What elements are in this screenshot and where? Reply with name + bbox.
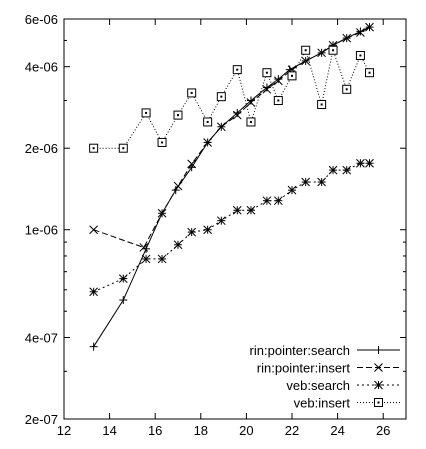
legend-label: veb:insert (294, 396, 351, 411)
x-tick-label: 24 (330, 423, 344, 438)
data-point-square (273, 96, 283, 106)
data-point-star (317, 177, 326, 187)
y-tick-label: 4e-07 (25, 330, 58, 345)
data-point-star (356, 158, 365, 168)
data-point-x (203, 138, 212, 147)
data-point-square (118, 143, 128, 153)
data-point-star (203, 225, 212, 235)
data-point-star (89, 287, 98, 297)
data-point-x (317, 48, 326, 58)
data-point-square (287, 71, 297, 81)
series-line (93, 48, 370, 149)
data-point-x (374, 363, 383, 372)
data-point-x (173, 181, 183, 191)
data-point-square (246, 117, 256, 127)
series-rin-pointer-insert (89, 22, 374, 252)
data-point-plus (262, 83, 271, 92)
data-point-star (157, 254, 167, 264)
data-point-x (232, 110, 242, 120)
legend-label: rin:pointer:insert (257, 361, 351, 376)
data-point-square (203, 117, 213, 127)
series-line (93, 26, 370, 249)
data-point-star (262, 196, 272, 206)
series-line (93, 26, 370, 347)
data-point-x (139, 243, 149, 252)
data-point-plus (142, 244, 151, 253)
plot-frame (63, 18, 407, 420)
data-point-square (365, 68, 375, 78)
x-tick-label: 18 (194, 423, 208, 438)
data-point-square (262, 68, 272, 78)
data-point-x (187, 159, 197, 169)
legend-entry: veb:insert (294, 396, 400, 411)
data-point-x (356, 28, 365, 37)
data-point-star (374, 380, 383, 390)
data-point-square (89, 143, 99, 153)
y-tick-label: 2e-07 (25, 412, 58, 427)
data-point-star (287, 185, 297, 195)
data-point-star (342, 165, 352, 175)
data-point-square (374, 398, 383, 407)
legend-entry: rin:pointer:insert (257, 361, 400, 376)
data-point-square (355, 50, 365, 60)
data-point-square (328, 45, 338, 55)
data-point-x (262, 84, 272, 94)
data-point-square (232, 65, 242, 75)
data-point-star (246, 205, 256, 215)
data-point-square (301, 45, 311, 55)
data-point-star (141, 254, 151, 264)
legend-label: rin:pointer:search (250, 343, 350, 358)
legend-entry: rin:pointer:search (250, 343, 400, 358)
y-tick-label: 6e-06 (25, 12, 58, 27)
data-point-x (157, 208, 167, 218)
x-tick-label: 20 (239, 423, 253, 438)
data-point-star (365, 158, 374, 168)
data-point-star (328, 165, 338, 175)
y-tick-label: 1e-06 (25, 223, 58, 238)
data-point-x (246, 98, 256, 107)
data-point-x (216, 122, 226, 132)
x-tick-label: 14 (102, 423, 116, 438)
series-line (93, 162, 370, 293)
data-point-square (342, 84, 352, 94)
data-point-x (89, 225, 98, 235)
legend-label: veb:search (286, 378, 350, 393)
x-tick-label: 22 (285, 423, 299, 438)
data-point-plus (89, 342, 98, 351)
x-tick-label: 12 (57, 423, 71, 438)
data-point-star (301, 177, 311, 187)
y-tick-label: 2e-06 (25, 141, 58, 156)
data-point-square (317, 100, 327, 110)
data-point-star (232, 205, 242, 215)
y-tick-label: 4e-06 (25, 60, 58, 75)
legend-entry: veb:search (286, 378, 400, 393)
data-point-star (216, 216, 226, 226)
data-point-square (187, 88, 197, 98)
data-point-x (301, 56, 311, 66)
series-rin-pointer-search (89, 23, 374, 351)
data-point-square (157, 137, 167, 147)
data-point-x (342, 33, 352, 43)
data-point-square (216, 92, 226, 102)
data-point-star (187, 227, 197, 237)
series-veb-insert (89, 45, 375, 153)
data-point-plus (374, 346, 383, 354)
data-point-plus (119, 296, 128, 305)
data-point-x (273, 76, 283, 86)
data-point-square (173, 110, 183, 120)
series-veb-search (89, 158, 374, 297)
data-point-star (173, 240, 183, 250)
data-point-star (273, 196, 283, 206)
x-tick-label: 16 (148, 423, 162, 438)
data-point-x (365, 22, 374, 32)
x-tick-label: 26 (376, 423, 390, 438)
data-point-square (141, 108, 151, 118)
data-point-star (118, 274, 128, 283)
